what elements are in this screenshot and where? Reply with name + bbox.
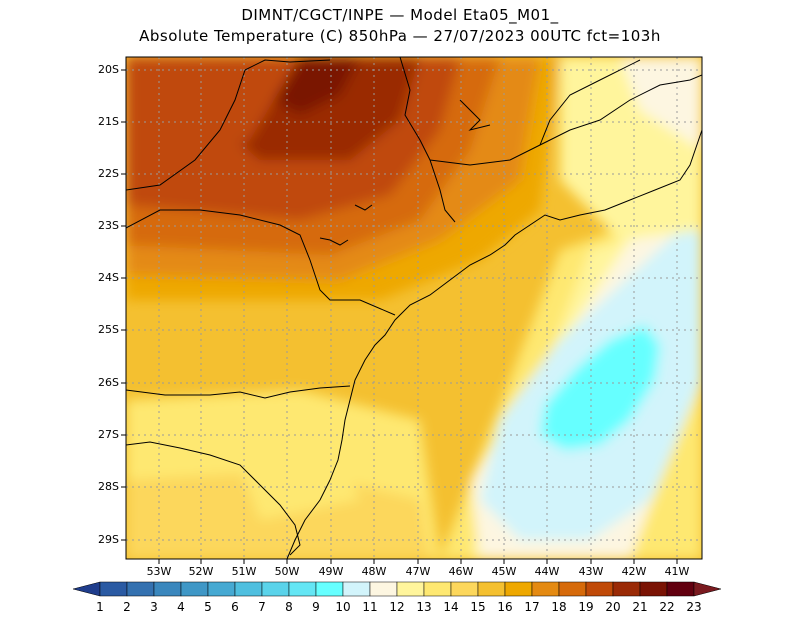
colorbar-segment	[234, 581, 263, 597]
colorbar-label: 19	[578, 600, 594, 614]
colorbar-segment	[288, 581, 317, 597]
lon-label: 44W	[534, 565, 560, 578]
colorbar-segment	[126, 581, 155, 597]
colorbar-label: 20	[605, 600, 621, 614]
colorbar-segment	[558, 581, 587, 597]
colorbar-segment	[504, 581, 533, 597]
colorbar-segment	[153, 581, 182, 597]
graticule	[126, 57, 702, 559]
lon-label: 45W	[491, 565, 517, 578]
colorbar-segment	[585, 581, 614, 597]
colorbar-label: 3	[150, 600, 158, 614]
colorbar-label: 6	[231, 600, 239, 614]
colorbar-segment	[396, 581, 425, 597]
colorbar-label: 12	[389, 600, 405, 614]
lat-label: 29S	[98, 533, 119, 546]
colorbar-label: 2	[123, 600, 131, 614]
colorbar-segment	[450, 581, 479, 597]
colorbar-label: 7	[258, 600, 266, 614]
colorbar-label: 4	[177, 600, 185, 614]
colorbar-segment	[477, 581, 506, 597]
colorbar-segment	[207, 581, 236, 597]
tick-marks	[121, 69, 678, 564]
lon-label: 43W	[578, 565, 604, 578]
colorbar-label: 15	[470, 600, 486, 614]
colorbar-label: 22	[659, 600, 675, 614]
colorbar-segment	[99, 581, 128, 597]
temperature-field	[126, 57, 702, 559]
lon-label: 48W	[361, 565, 387, 578]
map-title-line2: Absolute Temperature (C) 850hPa — 27/07/…	[139, 27, 661, 45]
colorbar-label: 14	[443, 600, 459, 614]
lon-label: 50W	[274, 565, 300, 578]
colorbar-segment	[666, 581, 695, 597]
colorbar-label: 13	[416, 600, 432, 614]
lat-label: 22S	[98, 167, 119, 180]
colorbar-label: 5	[204, 600, 212, 614]
lon-label: 52W	[188, 565, 214, 578]
colorbar-label: 23	[686, 600, 702, 614]
lon-label: 49W	[318, 565, 344, 578]
colorbar-label: 1	[96, 600, 104, 614]
lat-label: 26S	[98, 376, 119, 389]
lon-label: 47W	[405, 565, 431, 578]
lon-label: 46W	[448, 565, 474, 578]
colorbar-label: 16	[497, 600, 513, 614]
colorbar-arrow-right	[693, 581, 722, 597]
colorbar-segment	[639, 581, 668, 597]
colorbar-segment	[180, 581, 209, 597]
lat-label: 28S	[98, 480, 119, 493]
lat-label: 27S	[98, 428, 119, 441]
lon-label: 51W	[231, 565, 257, 578]
colorbar-segment	[369, 581, 398, 597]
colorbar-segment	[342, 581, 371, 597]
colorbar-segment	[612, 581, 641, 597]
colorbar-segment	[531, 581, 560, 597]
lon-label: 42W	[621, 565, 647, 578]
lat-label: 25S	[98, 323, 119, 336]
lat-label: 21S	[98, 115, 119, 128]
coastline-borders	[126, 57, 702, 559]
colorbar-segment	[315, 581, 344, 597]
plot-frame	[125, 56, 703, 560]
lat-label: 24S	[98, 271, 119, 284]
colorbar-segment	[423, 581, 452, 597]
colorbar-label: 17	[524, 600, 540, 614]
colorbar-label: 8	[285, 600, 293, 614]
map-title-line1: DIMNT/CGCT/INPE — Model Eta05_M01_	[241, 6, 559, 24]
colorbar-segment	[261, 581, 290, 597]
colorbar-label: 11	[362, 600, 378, 614]
lat-label: 20S	[98, 63, 119, 76]
colorbar-label: 9	[312, 600, 320, 614]
lat-label: 23S	[98, 219, 119, 232]
colorbar-label: 18	[551, 600, 567, 614]
colorbar-arrow-left	[72, 581, 101, 597]
colorbar	[72, 581, 722, 597]
lon-label: 53W	[146, 565, 172, 578]
lon-label: 41W	[664, 565, 690, 578]
colorbar-label: 10	[335, 600, 351, 614]
colorbar-label: 21	[632, 600, 648, 614]
